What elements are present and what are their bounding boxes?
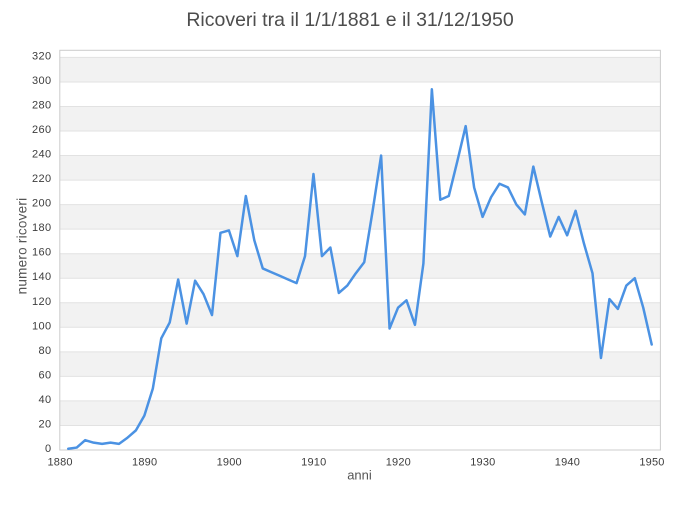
svg-text:40: 40 [38, 394, 51, 406]
svg-text:anni: anni [347, 468, 372, 483]
svg-text:1890: 1890 [132, 457, 157, 469]
svg-text:1910: 1910 [301, 457, 326, 469]
svg-text:280: 280 [32, 99, 52, 111]
svg-text:220: 220 [32, 173, 52, 185]
svg-text:1950: 1950 [639, 457, 664, 469]
svg-text:1940: 1940 [555, 457, 580, 469]
svg-text:100: 100 [32, 320, 52, 332]
svg-text:120: 120 [32, 296, 52, 308]
svg-text:1930: 1930 [470, 457, 495, 469]
svg-text:1900: 1900 [217, 457, 242, 469]
svg-text:160: 160 [32, 247, 52, 259]
svg-text:1920: 1920 [386, 457, 411, 469]
svg-text:240: 240 [32, 149, 52, 161]
svg-text:60: 60 [38, 369, 51, 381]
svg-text:Ricoveri tra il 1/1/1881 e il: Ricoveri tra il 1/1/1881 e il 31/12/1950 [186, 9, 514, 31]
svg-text:20: 20 [38, 418, 51, 430]
svg-text:140: 140 [32, 271, 52, 283]
svg-text:1880: 1880 [47, 457, 72, 469]
svg-text:numero ricoveri: numero ricoveri [15, 198, 30, 295]
svg-text:320: 320 [32, 50, 52, 62]
svg-text:200: 200 [32, 198, 52, 210]
svg-text:0: 0 [45, 443, 52, 455]
svg-text:300: 300 [32, 75, 52, 87]
svg-text:260: 260 [32, 124, 52, 136]
svg-text:180: 180 [32, 222, 52, 234]
svg-text:80: 80 [38, 345, 51, 357]
